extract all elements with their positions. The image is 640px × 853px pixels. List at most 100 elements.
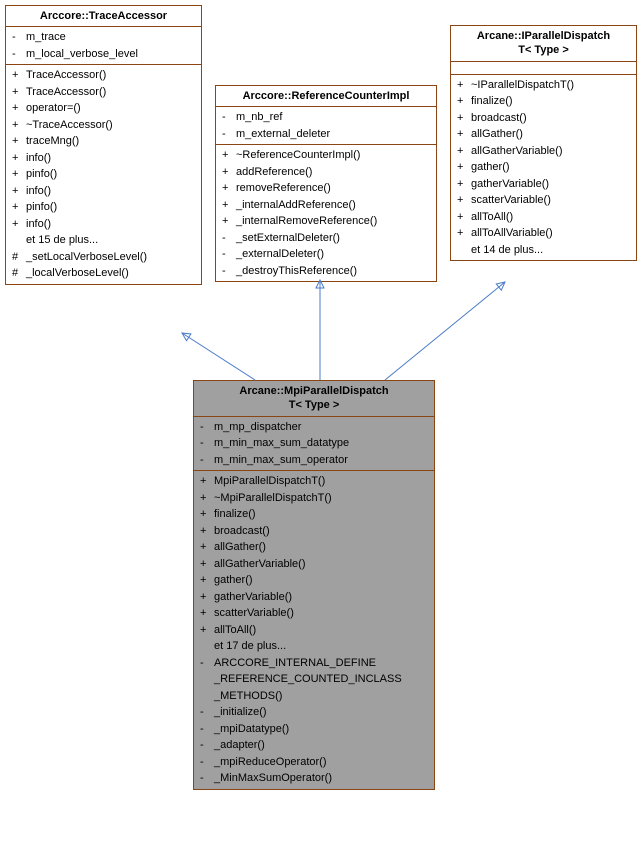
- member-name: _destroyThisReference(): [236, 263, 430, 280]
- member-name: allToAll(): [471, 209, 630, 226]
- visibility: +: [457, 93, 471, 110]
- visibility: +: [12, 216, 26, 233]
- member-row: +~MpiParallelDispatchT(): [200, 490, 428, 507]
- member-row: +MpiParallelDispatchT(): [200, 473, 428, 490]
- member-name: m_min_max_sum_datatype: [214, 435, 428, 452]
- member-row: +finalize(): [457, 93, 630, 110]
- member-row: -m_mp_dispatcher: [200, 419, 428, 436]
- member-name: _MinMaxSumOperator(): [214, 770, 428, 787]
- visibility: -: [222, 246, 236, 263]
- member-name: MpiParallelDispatchT(): [214, 473, 428, 490]
- member-row: +~IParallelDispatchT(): [457, 77, 630, 94]
- visibility: +: [12, 67, 26, 84]
- visibility: -: [200, 655, 214, 672]
- member-name: allGatherVariable(): [471, 143, 630, 160]
- visibility: +: [12, 166, 26, 183]
- visibility: -: [200, 770, 214, 787]
- member-row: +_internalAddReference(): [222, 197, 430, 214]
- ops-section: +TraceAccessor()+TraceAccessor()+operato…: [6, 65, 201, 284]
- member-row: _METHODS(): [200, 688, 428, 705]
- member-name: TraceAccessor(): [26, 67, 195, 84]
- member-row: +gatherVariable(): [200, 589, 428, 606]
- visibility: [12, 232, 26, 249]
- member-name: gatherVariable(): [214, 589, 428, 606]
- member-name: et 17 de plus...: [214, 638, 428, 655]
- member-name: _setExternalDeleter(): [236, 230, 430, 247]
- visibility: +: [222, 180, 236, 197]
- member-row: -m_local_verbose_level: [12, 46, 195, 63]
- member-name: ARCCORE_INTERNAL_DEFINE: [214, 655, 428, 672]
- member-name: et 14 de plus...: [471, 242, 630, 259]
- visibility: +: [200, 523, 214, 540]
- ops-section: +~ReferenceCounterImpl()+addReference()+…: [216, 145, 436, 281]
- visibility: +: [200, 490, 214, 507]
- member-row: +traceMng(): [12, 133, 195, 150]
- member-name: pinfo(): [26, 199, 195, 216]
- visibility: +: [457, 176, 471, 193]
- member-row: -_adapter(): [200, 737, 428, 754]
- member-row: +allGatherVariable(): [457, 143, 630, 160]
- member-name: et 15 de plus...: [26, 232, 195, 249]
- visibility: -: [200, 419, 214, 436]
- member-name: gather(): [214, 572, 428, 589]
- member-row: +allGather(): [200, 539, 428, 556]
- visibility: -: [200, 737, 214, 754]
- member-name: traceMng(): [26, 133, 195, 150]
- visibility: +: [457, 126, 471, 143]
- member-name: broadcast(): [214, 523, 428, 540]
- visibility: +: [200, 539, 214, 556]
- visibility: [200, 671, 214, 688]
- visibility: -: [222, 126, 236, 143]
- class-reference-counter[interactable]: Arccore::ReferenceCounterImpl -m_nb_ref-…: [215, 85, 437, 282]
- member-name: pinfo(): [26, 166, 195, 183]
- member-name: _externalDeleter(): [236, 246, 430, 263]
- member-row: -m_nb_ref: [222, 109, 430, 126]
- visibility: #: [12, 265, 26, 282]
- member-row: et 14 de plus...: [457, 242, 630, 259]
- member-name: ~ReferenceCounterImpl(): [236, 147, 430, 164]
- class-mpi-parallel-dispatch[interactable]: Arcane::MpiParallelDispatch T< Type > -m…: [193, 380, 435, 790]
- member-name: allToAllVariable(): [471, 225, 630, 242]
- member-name: scatterVariable(): [214, 605, 428, 622]
- member-row: +info(): [12, 216, 195, 233]
- visibility: [457, 242, 471, 259]
- member-row: #_localVerboseLevel(): [12, 265, 195, 282]
- visibility: +: [12, 150, 26, 167]
- member-row: +allGather(): [457, 126, 630, 143]
- class-iparallel-dispatch[interactable]: Arcane::IParallelDispatch T< Type > +~IP…: [450, 25, 637, 261]
- visibility: +: [222, 147, 236, 164]
- visibility: +: [457, 77, 471, 94]
- member-row: _REFERENCE_COUNTED_INCLASS: [200, 671, 428, 688]
- attrs-section: -m_trace-m_local_verbose_level: [6, 27, 201, 65]
- visibility: +: [12, 183, 26, 200]
- member-row: +gatherVariable(): [457, 176, 630, 193]
- visibility: +: [200, 473, 214, 490]
- class-trace-accessor[interactable]: Arccore::TraceAccessor -m_trace-m_local_…: [5, 5, 202, 285]
- member-row: +pinfo(): [12, 166, 195, 183]
- member-row: et 15 de plus...: [12, 232, 195, 249]
- visibility: +: [12, 199, 26, 216]
- member-row: +pinfo(): [12, 199, 195, 216]
- member-row: +TraceAccessor(): [12, 84, 195, 101]
- visibility: +: [222, 164, 236, 181]
- visibility: -: [200, 754, 214, 771]
- visibility: +: [200, 572, 214, 589]
- visibility: -: [222, 109, 236, 126]
- member-row: +info(): [12, 183, 195, 200]
- member-row: +~TraceAccessor(): [12, 117, 195, 134]
- member-row: +_internalRemoveReference(): [222, 213, 430, 230]
- member-row: +operator=(): [12, 100, 195, 117]
- visibility: -: [200, 721, 214, 738]
- member-name: info(): [26, 216, 195, 233]
- member-name: m_min_max_sum_operator: [214, 452, 428, 469]
- member-row: -m_external_deleter: [222, 126, 430, 143]
- class-title: Arcane::IParallelDispatch T< Type >: [451, 26, 636, 62]
- visibility: -: [200, 435, 214, 452]
- member-row: -_MinMaxSumOperator(): [200, 770, 428, 787]
- member-row: -_setExternalDeleter(): [222, 230, 430, 247]
- visibility: +: [222, 197, 236, 214]
- member-row: +scatterVariable(): [200, 605, 428, 622]
- member-row: -m_min_max_sum_operator: [200, 452, 428, 469]
- member-name: finalize(): [214, 506, 428, 523]
- member-name: _localVerboseLevel(): [26, 265, 195, 282]
